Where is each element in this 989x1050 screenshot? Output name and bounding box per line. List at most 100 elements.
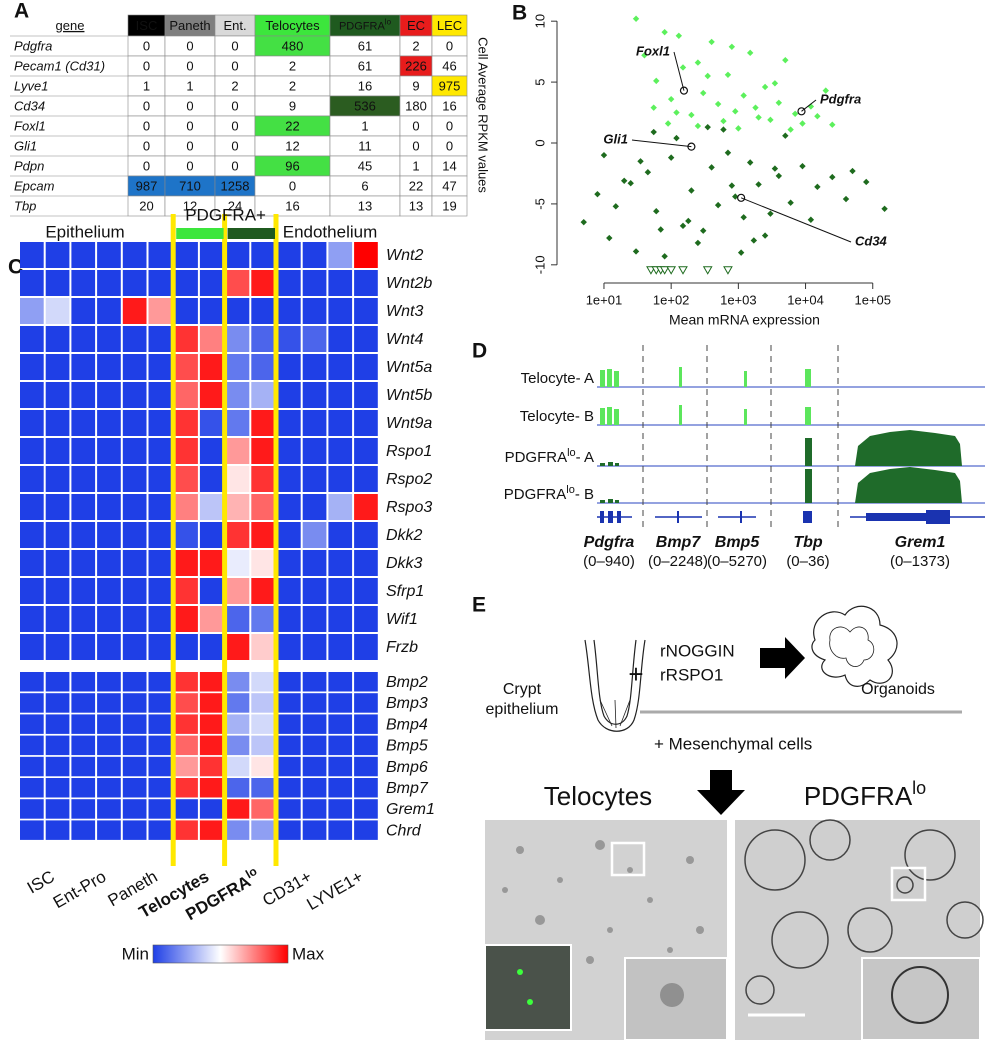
coverage-peak (608, 462, 613, 466)
heat-cell (71, 298, 96, 324)
heat-cell (302, 298, 327, 324)
heat-cell (45, 382, 70, 408)
heat-cell (277, 756, 301, 777)
heat-cell (71, 735, 96, 756)
panel-label: D (472, 340, 487, 363)
exon (926, 510, 950, 524)
heat-cell (354, 606, 378, 632)
heat-cell (122, 354, 147, 380)
track-label-sup: lo (567, 447, 576, 459)
heat-cell (122, 438, 147, 464)
cell-value: 16 (285, 198, 299, 213)
coverage-peak (614, 409, 619, 425)
annotation: Cd34 (855, 233, 888, 248)
cell-value: 0 (186, 138, 193, 153)
heat-cell (174, 438, 198, 464)
heat-cell (97, 354, 121, 380)
heat-cell (20, 756, 44, 777)
point (673, 134, 680, 142)
heat-cell (199, 578, 224, 604)
heat-cell (97, 522, 121, 548)
heat-cell (251, 634, 275, 660)
heat-cell (225, 714, 250, 734)
track-label-suffix: - B (575, 486, 594, 503)
exon (608, 511, 613, 523)
cell-value: 180 (405, 98, 427, 113)
coverage-peak (679, 367, 682, 387)
point (771, 165, 779, 172)
gene-label: Wnt5b (386, 387, 432, 404)
heat-cell (199, 466, 224, 492)
heat-cell (122, 778, 147, 798)
heat-cell (97, 382, 121, 408)
y-tick-label: -5 (532, 198, 547, 210)
point (679, 222, 687, 230)
crypt-drawing (584, 639, 646, 732)
point (661, 28, 668, 36)
heat-cell (251, 242, 275, 268)
column-header: PDGFRAlo (339, 18, 392, 33)
heat-cell (122, 466, 147, 492)
heat-cell (174, 634, 198, 660)
heat-cell (251, 326, 275, 352)
gene-label: Dkk2 (386, 527, 423, 544)
heat-cell (199, 550, 224, 576)
point (685, 217, 692, 225)
heat-cell (45, 693, 70, 713)
cell-value: 12 (285, 138, 299, 153)
heat-cell (302, 693, 327, 713)
heat-cell (122, 270, 147, 296)
gene-name: Epcam (14, 178, 55, 193)
heat-cell (354, 438, 378, 464)
point (700, 89, 707, 97)
heat-cell (174, 714, 198, 734)
cell-value: 1258 (221, 178, 250, 193)
heat-cell (97, 820, 121, 840)
heat-cell (122, 693, 147, 713)
point (752, 104, 759, 111)
cell-value: 0 (289, 178, 296, 193)
heat-cell (354, 634, 378, 660)
gene-label: Wnt2b (386, 275, 432, 292)
cell-value: 0 (186, 38, 193, 53)
track-label: PDGFRAlo- A (505, 447, 594, 466)
heat-cell (199, 820, 224, 840)
point (694, 122, 702, 130)
heat-cell (174, 799, 198, 819)
cell-value: 987 (136, 178, 158, 193)
arrow-right (760, 637, 805, 679)
column-header: Ent. (223, 18, 246, 33)
heat-cell (328, 298, 353, 324)
coverage-range: (0–36) (786, 553, 829, 570)
point (667, 154, 675, 161)
cell-value: 61 (358, 58, 372, 73)
heat-cell (277, 550, 301, 576)
heat-cell (20, 735, 44, 756)
gene-name: Pdgfra (584, 534, 635, 551)
x-axis-label: Mean mRNA expression (669, 312, 820, 328)
point (767, 116, 774, 124)
heat-cell (251, 466, 275, 492)
heat-cell (277, 410, 301, 436)
cell-value: 0 (231, 98, 238, 113)
heat-cell (277, 382, 301, 408)
heat-cell (354, 578, 378, 604)
point (775, 172, 783, 180)
heat-cell (277, 672, 301, 692)
heat-cell (354, 242, 378, 268)
gene-name: Gli1 (14, 138, 37, 153)
heat-cell (354, 326, 378, 352)
heat-cell (45, 778, 70, 798)
heat-cell (225, 634, 250, 660)
heat-cell (328, 522, 353, 548)
heat-cell (302, 606, 327, 632)
annotated-point (797, 107, 806, 116)
leader-line (801, 99, 817, 112)
point (849, 167, 856, 175)
point (750, 237, 758, 244)
heat-cell (251, 799, 275, 819)
gene-label: Bmp5 (386, 738, 428, 755)
gene-name: Pdpn (14, 158, 44, 173)
heat-cell (354, 466, 378, 492)
heat-cell (20, 522, 44, 548)
